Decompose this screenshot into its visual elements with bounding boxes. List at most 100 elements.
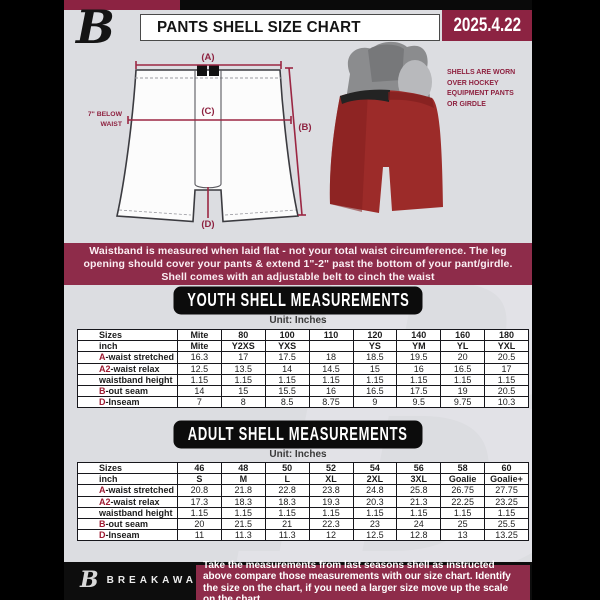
row-label-cell: D-Inseam bbox=[77, 529, 178, 542]
youth-section-title: YOUTH SHELL MEASUREMENTS bbox=[186, 290, 410, 310]
hem-seams bbox=[118, 209, 297, 216]
value-cell: 1.15 bbox=[484, 373, 529, 386]
table-row: A-waist stretched 20.8 21.8 22.8 23.8 24.8 25.… bbox=[77, 484, 529, 497]
row-label-cell: waistband height bbox=[77, 506, 178, 519]
waistband-info-band: Waistband is measured when laid flat - n… bbox=[64, 243, 532, 285]
row-label-cell: A2-waist relax bbox=[77, 495, 178, 508]
value-cell: 21 bbox=[264, 517, 310, 531]
waistband-info-text: Waistband is measured when laid flat - n… bbox=[83, 244, 513, 283]
value-cell: 23.25 bbox=[484, 495, 529, 508]
value-cell: 23 bbox=[352, 517, 398, 531]
page: B B PANTS SHELL SIZE CHART 2025.4.22 bbox=[64, 0, 532, 600]
size-cell: 50 bbox=[264, 461, 310, 475]
row-label-cell: D-Inseam bbox=[77, 396, 178, 409]
value-cell: 25.5 bbox=[484, 517, 529, 531]
value-cell: 18 bbox=[308, 351, 354, 364]
breakaway-logo-icon: B bbox=[76, 0, 115, 54]
row-label-cell: B-out seam bbox=[77, 384, 178, 398]
shorts-outline bbox=[116, 69, 299, 223]
value-cell: 13.5 bbox=[220, 362, 266, 375]
size-cell: 46 bbox=[177, 461, 222, 475]
value-cell: 17 bbox=[484, 362, 529, 375]
value-cell: 1.15 bbox=[220, 373, 266, 386]
size-cell: YM bbox=[396, 340, 442, 353]
value-cell: 15 bbox=[352, 362, 398, 375]
table-row: B-out seam 20 21.5 21 22.3 23 24 25 25.5 bbox=[77, 517, 529, 531]
value-cell: 1.15 bbox=[177, 373, 222, 386]
value-cell: 16.5 bbox=[440, 362, 486, 375]
value-cell: 18.3 bbox=[264, 495, 310, 508]
size-cell: 56 bbox=[396, 461, 442, 475]
value-cell: 1.15 bbox=[484, 506, 529, 519]
adult-section-banner: ADULT SHELL MEASUREMENTS bbox=[175, 422, 421, 447]
size-cell: 80 bbox=[220, 328, 266, 342]
shell-waistband bbox=[340, 89, 390, 104]
value-cell: 1.15 bbox=[352, 373, 398, 386]
table-row: A-waist stretched 16.3 17 17.5 18 18.5 19.5 20 2… bbox=[77, 351, 529, 364]
measurement-accent: D bbox=[99, 397, 106, 408]
value-cell: 26.75 bbox=[440, 484, 486, 497]
value-cell: 12.8 bbox=[396, 529, 442, 542]
size-cell: 2XL bbox=[352, 473, 398, 486]
value-cell: 11 bbox=[177, 529, 222, 542]
row-label-cell: Sizes bbox=[77, 461, 178, 475]
table-row: waistband height 1.15 1.15 1.15 1.15 1.15 1.15… bbox=[77, 506, 529, 519]
measurement-accent: B bbox=[99, 519, 106, 530]
value-cell: 25 bbox=[440, 517, 486, 531]
size-cell: 110 bbox=[308, 328, 354, 342]
belt-buckle-left bbox=[197, 65, 207, 76]
value-cell: 20.5 bbox=[484, 384, 529, 398]
photo-annotation: SHELLS ARE WORN OVER HOCKEY EQUIPMENT PA… bbox=[447, 69, 516, 108]
value-cell: 1.15 bbox=[396, 506, 442, 519]
size-cell: 160 bbox=[440, 328, 486, 342]
value-cell: 16.5 bbox=[352, 384, 398, 398]
measure-line-b bbox=[288, 67, 303, 216]
value-cell: 9.75 bbox=[440, 396, 486, 409]
value-cell: 1.15 bbox=[220, 506, 266, 519]
value-cell: 1.15 bbox=[264, 506, 310, 519]
value-cell: 10.3 bbox=[484, 396, 529, 409]
value-cell: 20.5 bbox=[484, 351, 529, 364]
measurement-accent: B bbox=[99, 386, 106, 397]
value-cell: 1.15 bbox=[308, 373, 354, 386]
value-cell: 21.3 bbox=[396, 495, 442, 508]
row-label-cell: Sizes bbox=[77, 328, 178, 342]
measurement-accent: D bbox=[99, 530, 106, 541]
size-cell: Goalie+ bbox=[484, 473, 529, 486]
value-cell: 15 bbox=[220, 384, 266, 398]
value-cell: 22.25 bbox=[440, 495, 486, 508]
top-accent-strip bbox=[64, 0, 180, 10]
value-cell: 17 bbox=[220, 351, 266, 364]
left-black-margin bbox=[0, 0, 64, 600]
value-cell: 27.75 bbox=[484, 484, 529, 497]
row-label-cell: B-out seam bbox=[77, 517, 178, 531]
value-cell: 13.25 bbox=[484, 529, 529, 542]
row-label-cell: inch bbox=[77, 473, 178, 486]
size-cell: L bbox=[264, 473, 310, 486]
youth-section-banner: YOUTH SHELL MEASUREMENTS bbox=[175, 288, 421, 313]
size-cell: 100 bbox=[264, 328, 310, 342]
value-cell: 13 bbox=[440, 529, 486, 542]
size-cell: Mite bbox=[177, 340, 222, 353]
row-label-cell: A-waist stretched bbox=[77, 351, 178, 364]
measurement-accent: A2 bbox=[99, 496, 111, 507]
size-cell: 140 bbox=[396, 328, 442, 342]
value-cell: 23.8 bbox=[308, 484, 354, 497]
footer-instructions: Take the measurements from last seasons … bbox=[196, 560, 530, 600]
value-cell: 19 bbox=[440, 384, 486, 398]
table-header-row: Sizes 46 48 50 52 54 56 58 60 bbox=[77, 461, 529, 475]
measurement-accent: A bbox=[99, 352, 106, 363]
value-cell: 1.15 bbox=[308, 506, 354, 519]
size-cell: Y2XS bbox=[220, 340, 266, 353]
value-cell: 16 bbox=[396, 362, 442, 375]
value-cell: 1.15 bbox=[177, 506, 222, 519]
value-cell: 11.3 bbox=[220, 529, 266, 542]
value-cell: 18.3 bbox=[220, 495, 266, 508]
table-row: B-out seam 14 15 15.5 16 16.5 17.5 19 20.5 bbox=[77, 384, 529, 398]
value-cell: 8 bbox=[220, 396, 266, 409]
size-cell: Mite bbox=[177, 328, 222, 342]
measurement-accent: A2 bbox=[99, 363, 111, 374]
size-cell: 54 bbox=[352, 461, 398, 475]
right-black-margin bbox=[532, 0, 600, 600]
footer: B BREAKAWAY Take the measurements from l… bbox=[64, 560, 532, 600]
